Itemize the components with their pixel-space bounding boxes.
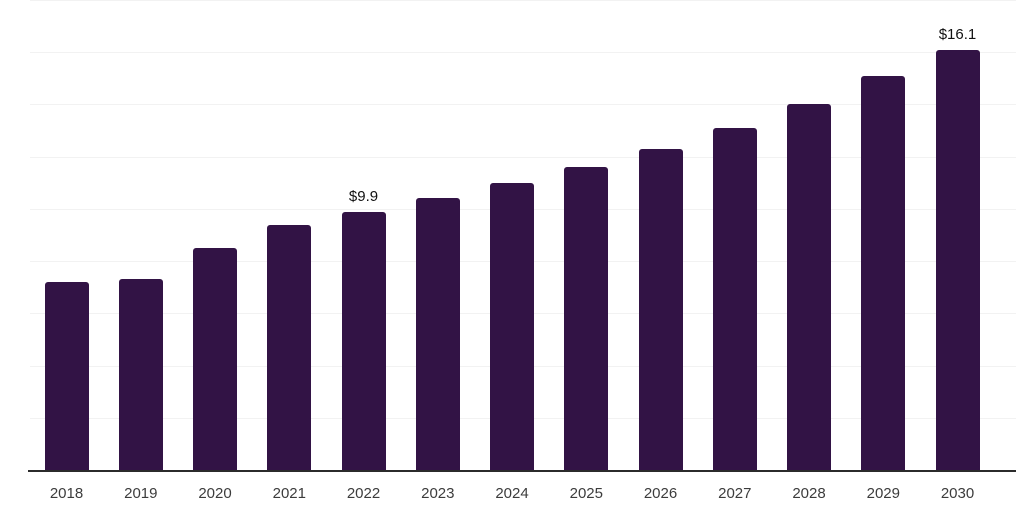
x-axis-label: 2019: [124, 485, 158, 502]
bar-2025: [564, 167, 609, 470]
bar-2028: [787, 104, 831, 470]
x-axis-label: 2028: [792, 485, 826, 502]
bar-2019: [118, 279, 163, 470]
x-axis-label: 2027: [718, 485, 752, 502]
x-axis-label: 2021: [272, 485, 306, 502]
x-axis-label: 2030: [940, 485, 975, 502]
bar-2020: [193, 248, 237, 470]
x-axis-label: 2029: [866, 485, 900, 502]
x-axis-label: 2025: [569, 485, 603, 502]
x-axis-label: 2026: [643, 485, 678, 502]
x-axis-label: 2024: [495, 485, 529, 502]
gridline: [30, 52, 1016, 53]
bar-2021: [267, 224, 312, 470]
x-axis-label: 2023: [421, 485, 455, 502]
bar-2023: [415, 198, 460, 470]
bar-2029: [861, 75, 906, 470]
bar-2022: [341, 211, 386, 470]
x-axis-line: [28, 470, 1016, 472]
gridline: [30, 157, 1016, 158]
value-label: $16.1: [938, 25, 977, 43]
bar-2027: [712, 127, 757, 470]
x-axis-label: 2020: [198, 485, 232, 502]
x-axis-label: 2018: [49, 485, 84, 502]
bar-2018: [44, 282, 89, 470]
gridline: [30, 0, 1016, 1]
bar-2024: [490, 182, 534, 470]
bar-2030: [935, 49, 980, 470]
bar-2026: [638, 148, 683, 470]
x-axis-label: 2022: [346, 485, 381, 502]
gridline: [30, 104, 1016, 105]
value-label: $9.9: [348, 187, 379, 205]
